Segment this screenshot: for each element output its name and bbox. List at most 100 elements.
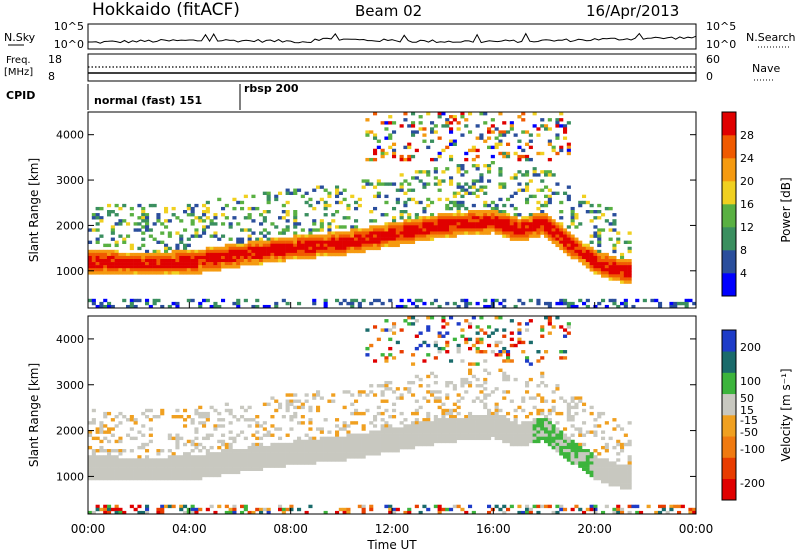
- power-cell: [281, 231, 286, 235]
- velocity-cell: [221, 439, 226, 444]
- velocity-cell: [475, 421, 480, 425]
- velocity-cell: [574, 458, 579, 462]
- power-cell: [437, 228, 442, 232]
- power-cell: [342, 249, 347, 254]
- power-cell: [589, 268, 594, 272]
- velocity-cell: [285, 507, 290, 512]
- power-cell: [399, 298, 404, 303]
- power-cell: [304, 255, 309, 260]
- power-cell: [540, 151, 545, 156]
- power-cell: [373, 112, 378, 116]
- velocity-cell: [498, 430, 503, 434]
- velocity-cell: [483, 331, 488, 335]
- power-cell: [589, 246, 594, 251]
- velocity-cell: [616, 470, 621, 475]
- velocity-cell: [175, 433, 180, 437]
- power-cell: [308, 234, 313, 238]
- velocity-cell: [266, 510, 271, 515]
- velocity-cell: [627, 442, 632, 447]
- velocity-cell: [601, 436, 606, 441]
- velocity-cell: [365, 353, 370, 357]
- power-cell: [145, 255, 150, 260]
- velocity-cell: [110, 476, 115, 481]
- velocity-cell: [183, 464, 188, 468]
- velocity-cell: [319, 445, 324, 450]
- velocity-cell: [259, 464, 264, 468]
- velocity-cell: [278, 464, 283, 468]
- power-cell: [205, 206, 210, 211]
- velocity-cell: [346, 507, 351, 512]
- velocity-cell: [627, 421, 632, 425]
- velocity-cell: [464, 340, 469, 345]
- power-cell: [88, 268, 93, 272]
- power-cell: [285, 200, 290, 205]
- velocity-cell: [559, 430, 564, 434]
- velocity-cell: [532, 436, 537, 441]
- y-tick-label: 1000: [56, 265, 84, 278]
- power-cell: [574, 240, 579, 244]
- velocity-cell: [376, 436, 381, 441]
- velocity-cell: [498, 350, 503, 354]
- power-cell: [213, 262, 218, 266]
- velocity-cell: [194, 408, 199, 413]
- power-cell: [547, 237, 552, 241]
- velocity-cell: [198, 421, 203, 425]
- velocity-cell: [604, 470, 609, 475]
- velocity-cell: [323, 418, 328, 422]
- velocity-cell: [589, 470, 594, 475]
- velocity-cell: [475, 325, 480, 329]
- velocity-cell: [418, 427, 423, 431]
- velocity-cell: [361, 449, 366, 453]
- velocity-cell: [483, 359, 488, 363]
- power-cell: [107, 301, 112, 306]
- power-cell: [551, 222, 556, 226]
- velocity-cell: [589, 411, 594, 416]
- velocity-cell: [365, 439, 370, 444]
- velocity-cell: [547, 421, 552, 425]
- power-cell: [335, 191, 340, 195]
- power-cell: [422, 225, 427, 229]
- velocity-cell: [525, 384, 530, 388]
- velocity-cell: [300, 402, 305, 407]
- velocity-cell: [308, 445, 313, 450]
- velocity-cell: [563, 445, 568, 450]
- velocity-cell: [186, 473, 191, 478]
- power-cell: [129, 255, 134, 260]
- power-cell: [126, 304, 131, 309]
- power-cell: [456, 167, 461, 171]
- power-cell: [582, 262, 587, 266]
- velocity-cell: [380, 393, 385, 397]
- velocity-cell: [160, 461, 165, 465]
- power-cell: [411, 197, 416, 202]
- velocity-cell: [167, 464, 172, 468]
- power-cell: [148, 268, 153, 272]
- velocity-cell: [171, 458, 176, 462]
- velocity-cell: [616, 476, 621, 481]
- power-cell: [202, 225, 207, 229]
- velocity-cell: [532, 439, 537, 444]
- velocity-cell: [183, 461, 188, 465]
- velocity-cell: [190, 507, 195, 512]
- power-cell: [342, 188, 347, 192]
- power-cell: [285, 210, 290, 214]
- power-cell: [418, 216, 423, 220]
- velocity-cell: [262, 449, 267, 453]
- velocity-cell: [445, 430, 450, 434]
- power-cell: [392, 237, 397, 241]
- velocity-cell: [270, 442, 275, 447]
- velocity-cell: [164, 464, 169, 468]
- velocity-cell: [312, 458, 317, 462]
- power-cell: [278, 240, 283, 244]
- velocity-cell: [156, 476, 161, 481]
- power-cell: [430, 234, 435, 238]
- velocity-cell: [574, 449, 579, 453]
- power-cell: [270, 240, 275, 244]
- power-cell: [559, 301, 564, 306]
- power-cell: [555, 237, 560, 241]
- velocity-cell: [563, 507, 568, 512]
- velocity-cell: [167, 476, 172, 481]
- velocity-cell: [536, 510, 541, 515]
- velocity-cell: [540, 380, 545, 385]
- velocity-cell: [582, 421, 587, 425]
- power-cell: [574, 246, 579, 251]
